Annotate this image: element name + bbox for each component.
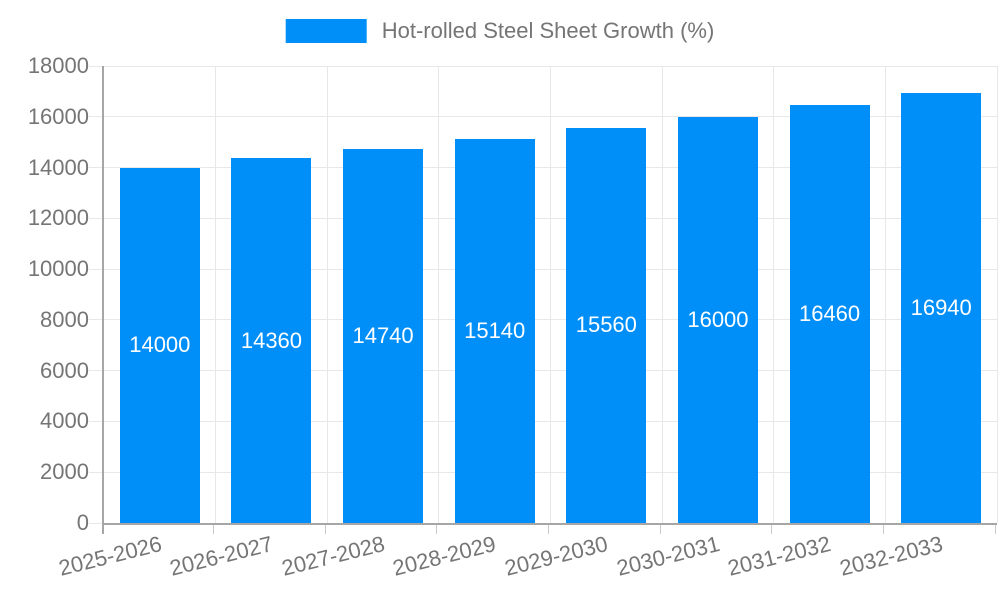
y-tick	[89, 116, 102, 118]
x-tick	[771, 525, 773, 534]
bar: 14000	[119, 167, 200, 523]
bar-value-label: 15140	[464, 317, 526, 343]
x-tick	[882, 525, 884, 534]
legend-swatch	[285, 19, 367, 43]
x-axis-label: 2025-2026	[55, 531, 164, 581]
x-axis-label: 2030-2031	[613, 531, 722, 581]
gridline-v	[996, 66, 998, 523]
gridline-v	[438, 66, 440, 523]
bar: 15560	[566, 127, 647, 523]
y-axis-label: 6000	[40, 357, 89, 383]
x-axis-label: 2027-2028	[278, 531, 388, 581]
x-tick	[436, 525, 438, 534]
y-axis-label: 14000	[27, 154, 89, 180]
bar-value-label: 14740	[352, 322, 414, 348]
x-axis-label: 2031-2032	[725, 531, 834, 581]
chart-legend[interactable]: Hot-rolled Steel Sheet Growth (%)	[285, 18, 715, 44]
bar-value-label: 16460	[798, 301, 861, 327]
y-axis-label: 18000	[27, 53, 89, 78]
y-axis-label: 10000	[27, 256, 89, 282]
x-axis-label: 2029-2030	[502, 531, 611, 581]
bar: 14740	[343, 148, 424, 523]
x-tick	[101, 525, 104, 534]
gridline-v	[326, 66, 328, 523]
y-axis-label: 8000	[40, 306, 89, 332]
x-tick	[213, 525, 215, 534]
x-tick	[324, 525, 326, 534]
legend-label: Hot-rolled Steel Sheet Growth (%)	[381, 18, 715, 43]
gridline-v	[773, 66, 775, 523]
y-axis-label: 16000	[27, 103, 89, 129]
y-axis-label: 12000	[27, 205, 89, 231]
y-axis-label: 2000	[40, 459, 89, 485]
y-tick	[89, 268, 102, 270]
y-tick	[89, 319, 102, 321]
y-tick	[89, 420, 102, 422]
x-tick	[659, 525, 661, 534]
y-axis-label: 4000	[40, 408, 89, 434]
x-tick	[548, 525, 549, 534]
x-tick	[994, 525, 996, 534]
bar-value-label: 14360	[240, 327, 303, 353]
gridline-v	[550, 66, 551, 523]
y-tick	[89, 471, 102, 473]
gridline-v	[661, 66, 663, 523]
bar: 16460	[789, 105, 870, 523]
plot-area: 14000 14360 14740 15140 15560 16000 16460 16940	[102, 65, 998, 525]
y-axis-label: 0	[76, 510, 89, 535]
bar: 16000	[677, 116, 758, 523]
bar-value-label: 15560	[575, 312, 637, 338]
y-tick	[89, 217, 102, 219]
x-axis-label: 2032-2033	[837, 531, 946, 581]
bar-value-label: 14000	[129, 332, 191, 358]
y-tick	[89, 65, 102, 67]
bar-value-label: 16940	[910, 294, 972, 320]
bar: 14360	[231, 158, 312, 523]
bar: 15140	[454, 138, 535, 523]
x-axis-label: 2028-2029	[390, 531, 499, 581]
bar: 16940	[901, 92, 982, 523]
bar-value-label: 16000	[687, 306, 749, 332]
x-axis-label: 2026-2027	[167, 531, 276, 581]
gridline-v	[884, 66, 886, 523]
gridline-v	[215, 66, 217, 523]
y-tick	[89, 167, 102, 169]
y-tick	[89, 522, 102, 524]
y-tick	[89, 370, 102, 372]
